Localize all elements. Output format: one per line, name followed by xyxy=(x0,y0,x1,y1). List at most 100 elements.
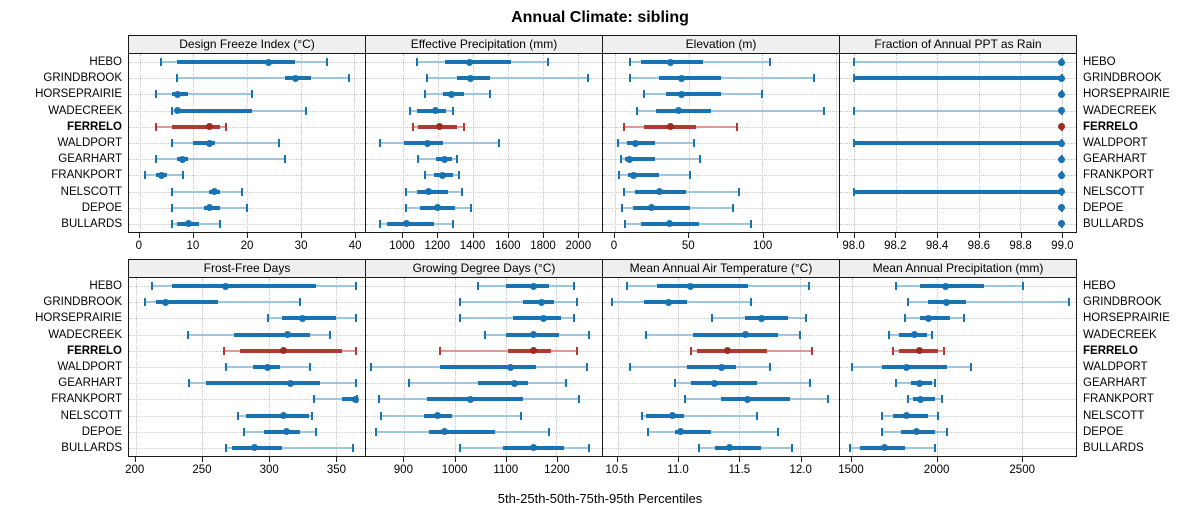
median-dot-nelscott xyxy=(902,412,910,420)
axis-tick-label: 2000 xyxy=(923,464,950,476)
whisker-cap-high xyxy=(962,314,965,323)
site-labels-left: HEBO GRINDBROOK HORSEPRAIRIE WADECREEK FERRE… xyxy=(0,259,128,483)
panel-plot-area xyxy=(129,54,365,232)
panel-frost-free-days: Frost-Free Days 200 250 300 350 xyxy=(125,259,366,483)
median-dot-grindbrook xyxy=(537,298,545,306)
box-25-75 xyxy=(696,348,768,353)
whisker-cap-high xyxy=(224,122,227,131)
site-label-frankport: FRANKPORT xyxy=(1083,393,1154,406)
site-label-gearhart: GEARHART xyxy=(58,153,122,166)
median-dot-bullards xyxy=(880,444,888,452)
whisker-cap-low xyxy=(237,411,240,420)
whisker-cap-high xyxy=(298,298,301,307)
box-25-75 xyxy=(505,284,549,289)
site-label-horseprairie: HORSEPRAIRIE xyxy=(35,88,122,101)
axis-tick xyxy=(301,233,303,238)
median-dot-frankport xyxy=(1058,171,1065,179)
box-25-75 xyxy=(429,429,496,434)
whisker-cap-high xyxy=(768,363,771,371)
site-label-grindbrook: GRINDBROOK xyxy=(43,296,122,309)
whisker-5-95 xyxy=(620,158,701,161)
axis-tick-label: 100 xyxy=(753,240,773,252)
median-dot-waldport xyxy=(507,363,515,371)
panels-strip: Frost-Free Days 200 250 300 350 Growing Degre… xyxy=(125,259,1077,483)
whisker-cap-low xyxy=(689,346,692,355)
whisker-cap-low xyxy=(853,106,856,115)
axis-tick-label: 1500 xyxy=(838,464,864,476)
whisker-5-95 xyxy=(145,301,300,304)
whisker-cap-high xyxy=(699,155,702,164)
whisker-cap-high xyxy=(461,187,464,196)
axis-tick-label: 40 xyxy=(348,240,362,252)
whisker-cap-high xyxy=(469,203,472,212)
median-dot-ferrelo xyxy=(280,347,288,355)
axis-tick-label: 98.2 xyxy=(884,240,907,252)
whisker-cap-high xyxy=(283,155,286,164)
box-25-75 xyxy=(426,397,524,402)
site-label-depoe: DEPOE xyxy=(81,201,122,214)
whisker-cap-high xyxy=(565,379,568,388)
whisker-cap-low xyxy=(405,203,408,212)
panel-box: Design Freeze Index (°C) xyxy=(128,35,366,233)
whisker-cap-high xyxy=(219,219,222,228)
whisker-cap-low xyxy=(698,443,701,452)
median-dot-depoe xyxy=(205,204,213,212)
median-dot-nelscott xyxy=(280,412,288,420)
median-dot-bullards xyxy=(402,220,410,228)
whisker-cap-low xyxy=(906,395,909,404)
panel-box: Frost-Free Days xyxy=(128,259,366,457)
whisker-cap-high xyxy=(240,187,243,196)
median-dot-frankport xyxy=(630,171,638,179)
whisker-cap-high xyxy=(731,203,734,212)
whisker-5-95 xyxy=(629,77,814,80)
whisker-cap-low xyxy=(378,139,381,147)
axis-tick-label: 250 xyxy=(192,464,212,476)
site-label-frankport: FRANKPORT xyxy=(1083,169,1154,182)
whisker-cap-high xyxy=(737,187,740,196)
whisker-5-95 xyxy=(854,109,1062,112)
horizontal-gridline xyxy=(840,350,1076,352)
whisker-cap-low xyxy=(412,122,415,131)
panel-strip-title: Design Freeze Index (°C) xyxy=(129,36,365,54)
horizontal-gridline xyxy=(603,159,839,161)
whisker-cap-high xyxy=(812,74,815,83)
panel-box: Growing Degree Days (°C) xyxy=(365,259,603,457)
whisker-cap-high xyxy=(969,363,972,371)
site-label-depoe: DEPOE xyxy=(81,425,122,438)
box-25-75 xyxy=(477,381,529,386)
panel-x-axis: 1000 1200 1400 1600 1800 2000 xyxy=(365,233,603,259)
box-25-75 xyxy=(155,300,219,305)
whisker-cap-low xyxy=(380,411,383,420)
median-dot-ferrelo xyxy=(205,123,213,131)
whisker-5-95 xyxy=(226,446,353,449)
whisker-cap-high xyxy=(181,171,184,180)
median-dot-frankport xyxy=(917,395,925,403)
whisker-cap-high xyxy=(452,219,455,228)
horizontal-gridline xyxy=(840,431,1076,433)
median-dot-nelscott xyxy=(655,188,663,196)
site-labels-right: HEBO GRINDBROOK HORSEPRAIRIE WADECREEK FERRE… xyxy=(1077,35,1197,259)
whisker-cap-low xyxy=(417,155,420,164)
box-25-75 xyxy=(439,365,536,369)
whisker-cap-low xyxy=(895,282,898,291)
whisker-cap-low xyxy=(640,411,643,420)
box-25-75 xyxy=(444,60,512,65)
whisker-cap-low xyxy=(891,346,894,355)
whisker-cap-high xyxy=(462,122,465,131)
whisker-cap-high xyxy=(749,219,752,228)
site-label-wadecreek: WADECREEK xyxy=(48,104,122,117)
whisker-cap-low xyxy=(176,74,179,83)
box-25-75 xyxy=(686,365,736,369)
whisker-cap-low xyxy=(375,427,378,436)
horizontal-gridline xyxy=(129,126,365,128)
whisker-cap-high xyxy=(354,314,357,323)
whisker-5-95 xyxy=(155,93,253,96)
whisker-cap-high xyxy=(930,330,933,339)
median-dot-horseprairie xyxy=(298,314,306,322)
whisker-cap-low xyxy=(628,74,631,83)
whisker-5-95 xyxy=(155,158,285,161)
axis-tick xyxy=(454,457,456,462)
box-25-75 xyxy=(882,365,947,369)
median-dot-horseprairie xyxy=(924,314,932,322)
box-25-75 xyxy=(714,445,762,450)
